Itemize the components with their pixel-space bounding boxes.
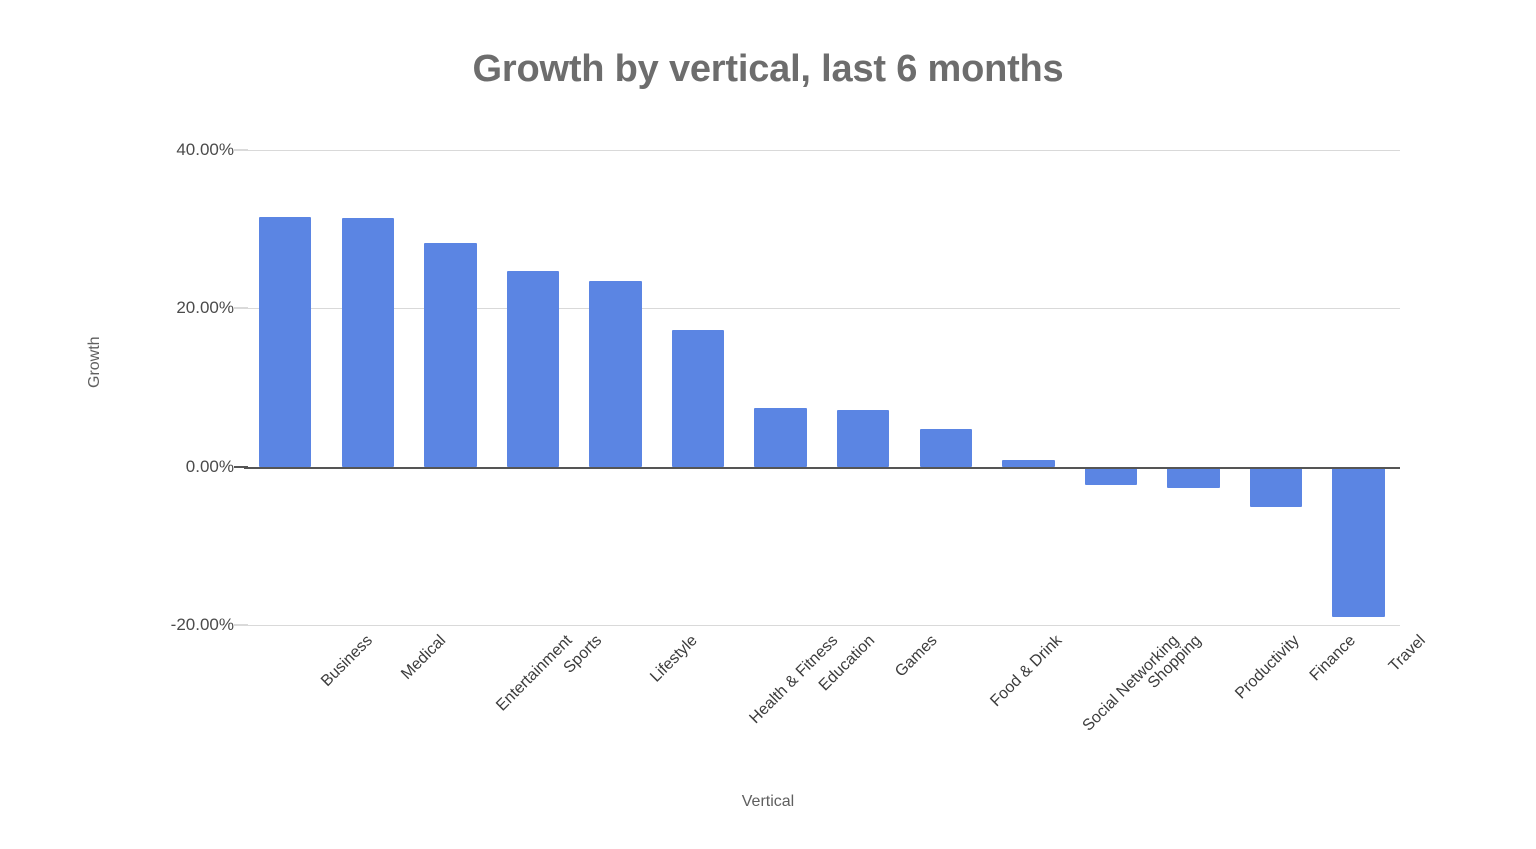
chart-title: Growth by vertical, last 6 months <box>472 48 1064 90</box>
x-axis-tick-labels: Business Medical Entertainment Sports Lifest… <box>244 632 1428 772</box>
bar[interactable] <box>259 217 312 467</box>
bar[interactable] <box>589 281 642 467</box>
bar[interactable] <box>1167 466 1220 489</box>
y-axis-tick-mark <box>234 465 248 468</box>
x-axis-tick-label: Social Networking <box>1079 632 1183 735</box>
x-axis-title: Vertical <box>741 793 795 810</box>
x-axis-tick-label: Games <box>892 632 941 681</box>
bar[interactable] <box>424 242 477 467</box>
bar[interactable] <box>341 218 395 467</box>
x-axis-tick-label: Food & Drink <box>987 632 1066 711</box>
x-axis-tick-label: Lifestyle <box>646 632 701 686</box>
plot-area <box>244 150 1400 626</box>
y-axis-tick-mark <box>234 307 248 309</box>
bar[interactable] <box>837 410 890 467</box>
bar[interactable] <box>506 271 560 467</box>
bar[interactable] <box>919 428 973 467</box>
y-axis-tick-label: -20.00% <box>170 615 234 634</box>
zero-baseline <box>244 466 1400 469</box>
gridline <box>244 308 1400 310</box>
x-axis-tick-label: Medical <box>397 632 450 684</box>
y-axis-tick-label: 0.00% <box>185 456 234 476</box>
x-axis-tick-label: Business <box>318 632 377 690</box>
x-axis-tick-label: Productivity <box>1231 632 1303 703</box>
bar[interactable] <box>1084 466 1138 485</box>
bar[interactable] <box>754 408 807 467</box>
gridline <box>244 150 1400 151</box>
x-axis-tick-label: Entertainment <box>493 632 577 715</box>
y-axis-tick-mark <box>234 624 248 626</box>
x-axis-tick-label: Travel <box>1385 632 1429 676</box>
bar[interactable] <box>671 329 725 467</box>
gridline <box>244 625 1400 626</box>
y-axis-tick-label: 20.00% <box>176 298 234 318</box>
bar-series <box>244 150 1400 625</box>
bar[interactable] <box>1002 460 1055 467</box>
x-axis-tick-label: Finance <box>1306 632 1360 685</box>
bar[interactable] <box>1249 466 1303 508</box>
y-axis-tick-label: 40.00% <box>176 140 234 159</box>
y-axis-tick-mark <box>234 149 248 151</box>
bar[interactable] <box>1332 466 1385 618</box>
y-axis-title: Growth <box>86 336 103 388</box>
y-axis-tick-labels: 40.00% 20.00% 0.00% -20.00% <box>74 140 248 634</box>
